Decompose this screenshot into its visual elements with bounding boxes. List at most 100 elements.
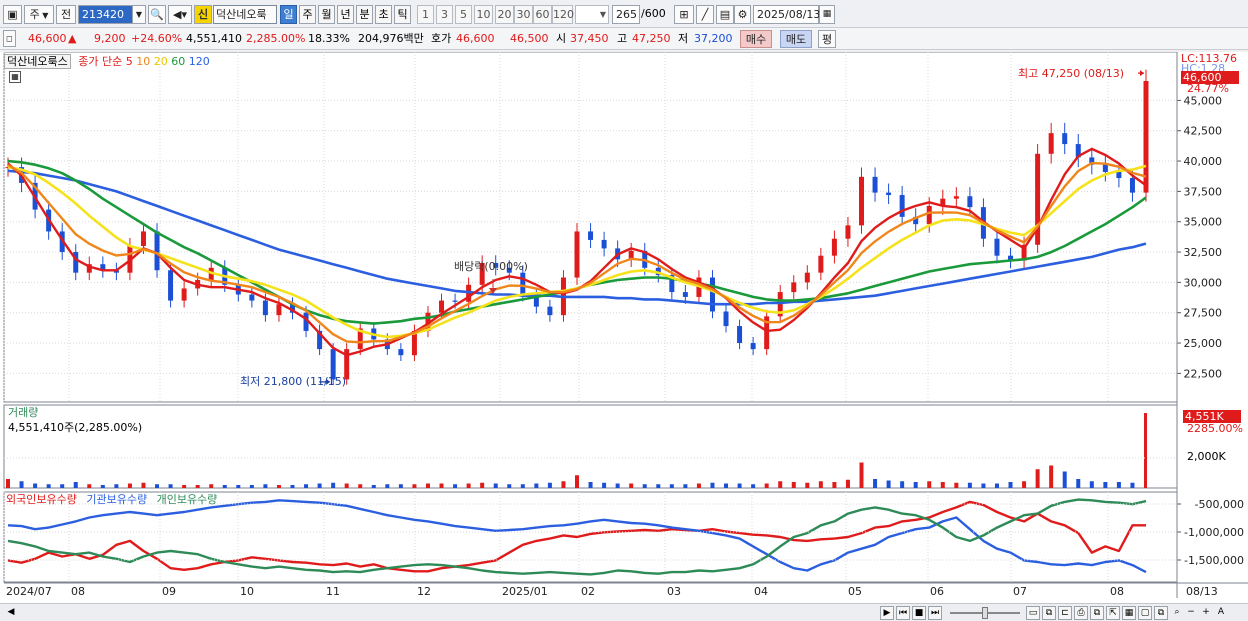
candle-body: [303, 312, 309, 331]
crosshair-icon[interactable]: ⊞: [674, 5, 694, 24]
expand-icon[interactable]: ◻: [3, 30, 16, 47]
print-icon[interactable]: ⎙: [1074, 606, 1088, 620]
calendar-icon[interactable]: ▦: [819, 5, 835, 24]
font-size-icon[interactable]: A: [1217, 607, 1225, 617]
interval-1[interactable]: 1: [417, 5, 434, 24]
tab-week[interactable]: 주: [299, 5, 316, 24]
interval-10[interactable]: 10: [474, 5, 493, 24]
link-icon[interactable]: ⊏: [1058, 606, 1072, 620]
interval-60[interactable]: 60: [533, 5, 552, 24]
low-annotation: 최저 21,800 (11/15): [240, 375, 347, 388]
draw-line-icon[interactable]: ╱: [696, 5, 714, 24]
legend-ma20: 20: [153, 55, 168, 68]
buy-button[interactable]: 매수: [740, 30, 772, 48]
sound-icon[interactable]: ◀▾: [168, 5, 192, 24]
chart-plot-area[interactable]: 45,000 42,500 40,000 37,500 35,000 32,500 30,0…: [0, 51, 1248, 605]
candle-body: [154, 231, 160, 271]
tab-second[interactable]: 초: [375, 5, 392, 24]
volume-bar: [46, 484, 51, 488]
stop-icon[interactable]: ■: [912, 606, 926, 620]
last-page-icon[interactable]: ⏭: [928, 606, 942, 620]
interval-30[interactable]: 30: [514, 5, 533, 24]
volume-bar: [967, 482, 972, 488]
interval-5[interactable]: 5: [455, 5, 472, 24]
avg-button[interactable]: 평: [818, 30, 836, 48]
volume-bar: [6, 479, 10, 488]
volume-bar: [19, 481, 24, 488]
date-tick-label: 03: [667, 585, 681, 598]
volume-bar: [466, 483, 471, 488]
sell-button[interactable]: 매도: [780, 30, 812, 48]
stock-title[interactable]: 덕산네오룩스: [4, 54, 71, 69]
volume-bar: [940, 482, 945, 488]
high-price: 47,250: [632, 32, 671, 45]
tab-month[interactable]: 월: [318, 5, 335, 24]
market-type-button[interactable]: 전: [56, 5, 76, 24]
volume-axis-label: 2,000K: [1187, 450, 1226, 463]
layout-icon[interactable]: ▭: [1026, 606, 1040, 620]
price-tick-label: 30,000: [1184, 276, 1223, 289]
holding-line-individual: [7, 498, 1147, 576]
table-icon[interactable]: ▦: [9, 71, 21, 83]
candle-body: [1008, 255, 1014, 261]
count-input[interactable]: 265: [612, 5, 640, 24]
low-price: 37,200: [694, 32, 733, 45]
export-icon[interactable]: ⇱: [1106, 606, 1120, 620]
holding-line-institution: [7, 499, 1147, 574]
volume-bar: [1035, 469, 1040, 488]
new-badge[interactable]: 신: [194, 5, 212, 24]
volume-bar: [263, 484, 268, 488]
tab-tick[interactable]: 틱: [394, 5, 411, 24]
interval-120[interactable]: 120: [552, 5, 574, 24]
date-input[interactable]: 2025/08/13: [753, 5, 820, 24]
tab-year[interactable]: 년: [337, 5, 354, 24]
interval-20[interactable]: 20: [495, 5, 514, 24]
count-total: /600: [641, 7, 666, 20]
candle-body: [506, 267, 512, 273]
date-tick-label: 02: [581, 585, 595, 598]
split-icon[interactable]: ⧉: [1042, 606, 1056, 620]
stock-code-input[interactable]: 213420: [78, 5, 146, 24]
zoom-in-icon[interactable]: +: [1202, 607, 1210, 617]
window-icon[interactable]: ▢: [1138, 606, 1152, 620]
volume-bar: [344, 483, 349, 488]
scroll-right-icon[interactable]: ▶: [880, 606, 894, 620]
magnifier-icon[interactable]: ⌕: [1174, 607, 1180, 617]
volume-last-badge: 4,551K: [1183, 410, 1241, 423]
quote-bar: ◻ 46,600 ▲ 9,200 +24.60% 4,551,410 2,285…: [0, 28, 1248, 50]
tab-day[interactable]: 일: [280, 5, 297, 24]
ma-line-ma10: [7, 161, 1147, 344]
gear-icon[interactable]: ⚙: [734, 5, 751, 24]
candle-body: [425, 312, 431, 331]
scroll-bar[interactable]: ◀ ▶ ⏮ ■ ⏭ ▭ ⧉ ⊏ ⎙ ⧉ ⇱ ▦ ▢ ⧉ ⌕ − + A: [0, 603, 1248, 621]
interval-dropdown[interactable]: ▼: [575, 5, 609, 24]
candle-body: [249, 294, 255, 301]
volume-bar: [453, 484, 458, 488]
code-dropdown-icon[interactable]: ▼: [132, 5, 146, 24]
volume-bar: [913, 482, 918, 488]
grid-icon[interactable]: ▦: [1122, 606, 1136, 620]
scroll-left-icon[interactable]: ◀: [7, 607, 15, 617]
tab-minute[interactable]: 분: [356, 5, 373, 24]
interval-3[interactable]: 3: [436, 5, 453, 24]
search-icon[interactable]: 🔍: [148, 5, 166, 24]
window-menu-icon[interactable]: ▣: [3, 5, 22, 24]
ask-price: 46,600: [456, 32, 495, 45]
zoom-slider-handle[interactable]: [982, 607, 988, 619]
volume-bar: [981, 483, 986, 488]
volume-bar: [33, 483, 38, 488]
restore-icon[interactable]: ⧉: [1154, 606, 1168, 620]
volume-last-pct: 2285.00%: [1187, 422, 1243, 435]
zoom-out-icon[interactable]: −: [1187, 607, 1195, 617]
market-select[interactable]: 주 ▼: [24, 5, 54, 24]
save-icon[interactable]: ▤: [716, 5, 734, 24]
volume-bar: [1103, 482, 1108, 488]
candle-body: [1089, 157, 1095, 165]
up-arrow-icon: ▲: [68, 32, 77, 45]
copy-icon[interactable]: ⧉: [1090, 606, 1104, 620]
chart-svg[interactable]: 45,000 42,500 40,000 37,500 35,000 32,500 30,0…: [0, 51, 1248, 605]
first-page-icon[interactable]: ⏮: [896, 606, 910, 620]
legend-ma60: 60: [171, 55, 186, 68]
candle-body: [953, 196, 959, 199]
candle-body: [357, 328, 363, 350]
